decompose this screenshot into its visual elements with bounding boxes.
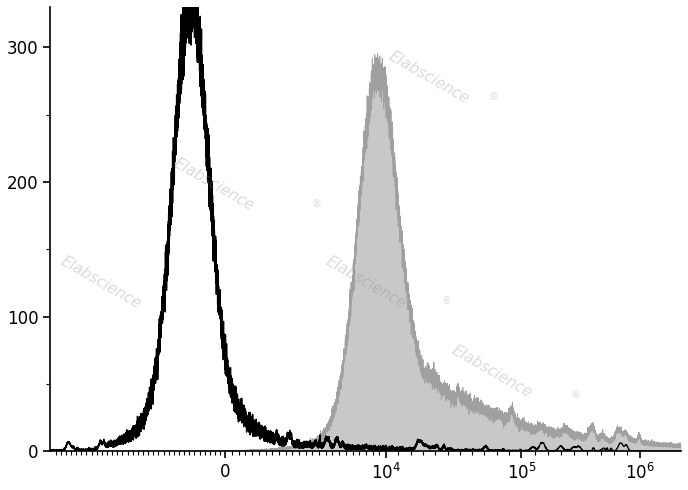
Text: ®: ® <box>442 296 451 307</box>
Text: ®: ® <box>570 390 581 400</box>
Text: ®: ® <box>488 92 498 102</box>
Text: Elabscience: Elabscience <box>449 342 535 400</box>
Text: Elabscience: Elabscience <box>323 253 409 312</box>
Text: Elabscience: Elabscience <box>171 155 257 214</box>
Text: Elabscience: Elabscience <box>58 253 144 312</box>
Text: Elabscience: Elabscience <box>386 49 471 107</box>
Text: ®: ® <box>312 199 322 209</box>
